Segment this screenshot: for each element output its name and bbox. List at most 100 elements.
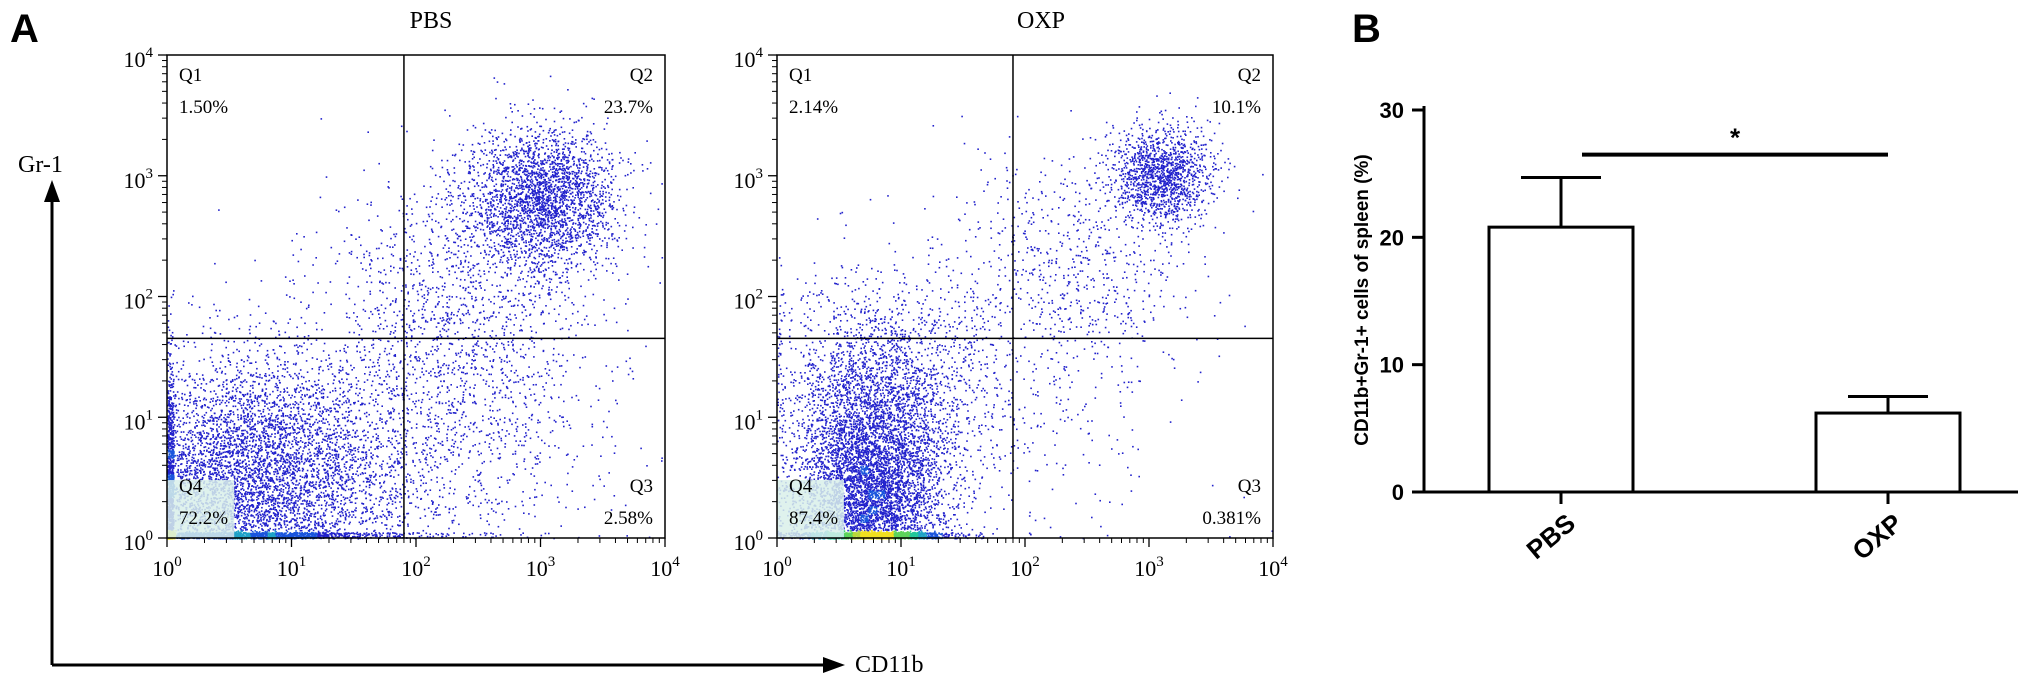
flow-dot bbox=[276, 377, 279, 380]
flow-dot bbox=[277, 417, 280, 420]
flow-dot bbox=[171, 331, 174, 334]
flow-dot bbox=[255, 375, 258, 378]
flow-dot bbox=[198, 465, 201, 467]
flow-dot bbox=[213, 446, 216, 449]
flow-dot bbox=[190, 394, 192, 397]
flow-dot bbox=[307, 452, 309, 455]
flow-dot bbox=[241, 462, 243, 464]
flow-dot bbox=[274, 500, 277, 503]
flow-dot bbox=[257, 445, 260, 447]
flow-dot bbox=[193, 341, 196, 344]
flow-dot bbox=[302, 386, 304, 389]
flow-dot bbox=[169, 386, 172, 389]
flow-dot bbox=[202, 325, 205, 328]
flow-dot bbox=[198, 306, 201, 309]
flow-dot bbox=[260, 437, 262, 439]
flow-dot bbox=[269, 478, 272, 481]
flow-dot bbox=[368, 449, 370, 451]
flow-dot bbox=[247, 487, 249, 490]
flow-dot bbox=[262, 408, 265, 411]
flow-dot bbox=[384, 524, 386, 526]
flow-dot bbox=[316, 536, 318, 538]
flow-dot bbox=[371, 506, 374, 509]
flow-dot bbox=[348, 532, 351, 535]
flow-dot bbox=[258, 532, 260, 534]
flow-dot bbox=[351, 501, 353, 504]
flow-dot bbox=[242, 485, 244, 487]
flow-dot bbox=[232, 471, 235, 473]
flow-dot bbox=[243, 467, 245, 470]
flow-dot bbox=[218, 474, 221, 476]
flow-dot bbox=[240, 414, 242, 417]
flow-dot bbox=[304, 442, 306, 445]
flow-dot bbox=[307, 529, 310, 532]
flow-dot bbox=[287, 504, 289, 507]
flow-dot bbox=[196, 425, 198, 427]
flow-dot bbox=[172, 472, 174, 474]
flow-dot bbox=[239, 391, 241, 393]
flow-dot bbox=[245, 524, 247, 526]
flow-dot bbox=[232, 411, 235, 413]
flow-dot bbox=[170, 467, 173, 469]
flow-dot bbox=[172, 391, 175, 393]
flow-dot bbox=[255, 475, 258, 478]
flow-dot bbox=[250, 451, 253, 454]
flow-dot bbox=[267, 529, 270, 531]
flow-dot bbox=[181, 451, 183, 453]
flow-dot bbox=[214, 462, 217, 465]
flow-dot bbox=[212, 365, 215, 367]
flow-dot bbox=[263, 431, 265, 434]
flow-dot bbox=[168, 341, 170, 344]
flow-dot bbox=[374, 532, 377, 534]
flow-dot bbox=[290, 463, 292, 465]
flow-dot bbox=[252, 493, 254, 495]
flow-dot bbox=[247, 514, 250, 517]
flow-dot bbox=[176, 361, 178, 364]
flow-dot bbox=[262, 500, 265, 503]
flow-dot bbox=[242, 529, 244, 532]
flow-dot bbox=[310, 426, 312, 428]
flow-dot bbox=[226, 437, 228, 440]
flow-dot bbox=[391, 525, 394, 528]
flow-dot bbox=[245, 442, 248, 445]
flow-dot bbox=[398, 515, 401, 517]
flow-dot bbox=[252, 391, 254, 394]
flow-dot bbox=[279, 394, 281, 396]
flow-dot bbox=[269, 488, 271, 490]
flow-dot bbox=[305, 476, 308, 479]
flow-dot bbox=[329, 446, 331, 448]
flow-dot bbox=[261, 506, 263, 509]
flow-dot bbox=[249, 362, 251, 364]
flow-dot bbox=[451, 520, 453, 522]
flow-dot bbox=[328, 457, 330, 460]
flow-dot bbox=[303, 431, 305, 434]
flow-dot bbox=[262, 474, 264, 476]
cd11b-axis-arrowhead bbox=[823, 657, 845, 673]
flow-dot bbox=[266, 455, 268, 457]
flow-dot bbox=[237, 414, 239, 416]
flow-dot bbox=[283, 404, 285, 406]
flow-dot bbox=[300, 417, 303, 419]
flow-dot bbox=[276, 386, 278, 389]
flow-dot bbox=[238, 506, 241, 508]
flow-dot bbox=[321, 432, 324, 435]
flow-dot bbox=[194, 466, 197, 469]
flow-dot bbox=[268, 472, 271, 474]
flow-dot bbox=[300, 345, 303, 348]
flow-dot bbox=[321, 412, 323, 415]
flow-dot bbox=[257, 521, 259, 524]
flow-dot bbox=[254, 467, 257, 469]
flow-dot bbox=[327, 434, 330, 437]
flow-dot bbox=[189, 375, 191, 377]
flow-dot bbox=[253, 510, 256, 513]
flow-dot bbox=[172, 385, 175, 388]
flow-dot bbox=[285, 510, 287, 512]
flow-dot bbox=[305, 460, 308, 462]
flow-dot bbox=[390, 494, 393, 496]
flow-dot bbox=[258, 338, 261, 340]
flow-dot bbox=[195, 468, 198, 470]
flow-dot bbox=[379, 475, 381, 478]
flow-dot bbox=[180, 463, 183, 465]
flow-dot bbox=[256, 467, 258, 470]
flow-dot bbox=[336, 482, 339, 485]
